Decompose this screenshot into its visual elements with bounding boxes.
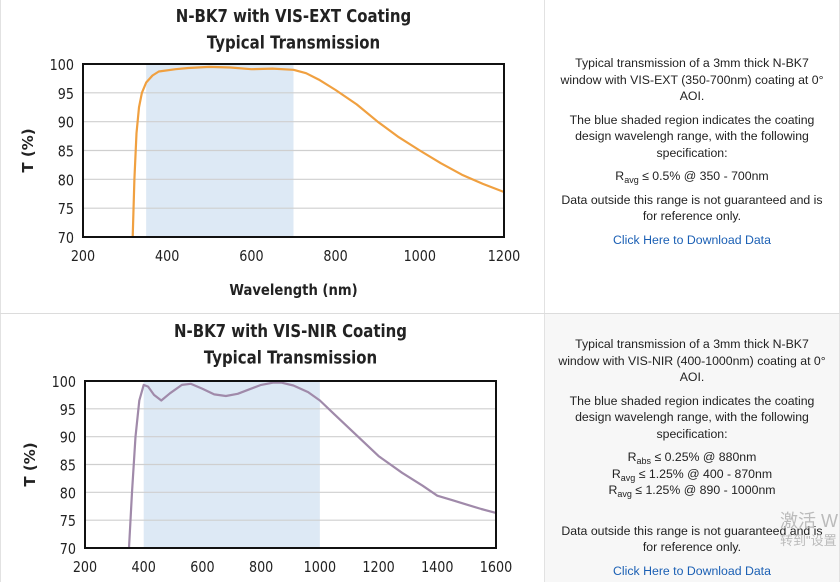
y-tick-label: 75 bbox=[60, 513, 76, 530]
disclaimer: Data outside this range is not guarantee… bbox=[561, 523, 823, 555]
spec-list: Rabs ≤ 0.25% @ 880nm Ravg ≤ 1.25% @ 400 … bbox=[555, 449, 829, 499]
x-tick-label: 400 bbox=[155, 248, 179, 265]
vis-ext-row: N-BK7 with VIS-EXT Coating Typical Transm… bbox=[0, 0, 840, 313]
plot-frame bbox=[84, 380, 497, 549]
y-tick-label: 75 bbox=[58, 201, 74, 218]
y-tick-label: 95 bbox=[60, 402, 76, 419]
x-axis-label: Wavelength (nm) bbox=[229, 282, 357, 299]
x-tick-label: 600 bbox=[190, 559, 214, 576]
x-tick-label: 800 bbox=[249, 559, 273, 576]
y-tick-label: 85 bbox=[58, 144, 74, 161]
x-tick-label: 1000 bbox=[304, 559, 336, 576]
download-data-link[interactable]: Click Here to Download Data bbox=[613, 232, 771, 247]
shaded-note: The blue shaded region indicates the coa… bbox=[569, 112, 815, 160]
x-tick-label: 400 bbox=[132, 559, 156, 576]
x-tick-label: 1200 bbox=[488, 248, 520, 265]
y-tick-label: 100 bbox=[52, 374, 76, 391]
plot-frame bbox=[82, 63, 505, 238]
y-axis-label: T (%) bbox=[21, 442, 39, 486]
shaded-note: The blue shaded region indicates the coa… bbox=[569, 393, 815, 441]
x-tick-label: 1400 bbox=[421, 559, 453, 576]
chart-subtitle: Typical Transmission bbox=[207, 32, 380, 53]
y-tick-label: 70 bbox=[60, 541, 76, 558]
activation-watermark-line2: 转到"设置 bbox=[780, 533, 837, 548]
x-tick-label: 1200 bbox=[362, 559, 394, 576]
vis-nir-chart: N-BK7 with VIS-NIR Coating Typical Transm… bbox=[21, 321, 512, 576]
vis-nir-row: N-BK7 with VIS-NIR Coating Typical Transm… bbox=[0, 313, 840, 582]
y-tick-label: 80 bbox=[58, 172, 74, 189]
x-tick-label: 200 bbox=[73, 559, 97, 576]
description: Typical transmission of a 3mm thick N-BK… bbox=[560, 56, 824, 103]
y-tick-label: 95 bbox=[58, 86, 74, 103]
x-tick-label: 600 bbox=[239, 248, 263, 265]
vis-ext-chart-cell: N-BK7 with VIS-EXT Coating Typical Transm… bbox=[0, 0, 545, 313]
x-tick-label: 800 bbox=[323, 248, 347, 265]
y-tick-label: 100 bbox=[50, 57, 74, 74]
x-tick-label: 200 bbox=[71, 248, 95, 265]
x-tick-label: 1000 bbox=[404, 248, 436, 265]
vis-ext-info: Typical transmission of a 3mm thick N-BK… bbox=[545, 0, 840, 313]
activation-watermark-line1: 激活 W bbox=[780, 511, 838, 531]
x-tick-label: 1600 bbox=[480, 559, 512, 576]
y-tick-label: 90 bbox=[60, 430, 76, 447]
transmission-curve bbox=[131, 65, 505, 238]
y-tick-label: 80 bbox=[60, 485, 76, 502]
y-tick-label: 90 bbox=[58, 115, 74, 132]
vis-nir-chart-cell: N-BK7 with VIS-NIR Coating Typical Transm… bbox=[0, 314, 545, 582]
vis-nir-info: Typical transmission of a 3mm thick N-BK… bbox=[545, 314, 840, 582]
spec-item: Ravg ≤ 0.5% @ 350 - 700nm bbox=[615, 169, 769, 185]
y-tick-label: 70 bbox=[58, 230, 74, 247]
disclaimer: Data outside this range is not guarantee… bbox=[561, 192, 823, 224]
spec-item: Ravg ≤ 1.25% @ 400 - 870nm bbox=[611, 466, 773, 483]
chart-title: N-BK7 with VIS-NIR Coating bbox=[174, 321, 407, 342]
spec-item: Rabs ≤ 0.25% @ 880nm bbox=[627, 450, 757, 466]
transmission-curve bbox=[127, 381, 497, 549]
download-data-link[interactable]: Click Here to Download Data bbox=[613, 563, 771, 578]
y-tick-label: 85 bbox=[60, 458, 76, 475]
description: Typical transmission of a 3mm thick N-BK… bbox=[558, 337, 826, 384]
chart-subtitle: Typical Transmission bbox=[204, 347, 377, 368]
vis-ext-chart: N-BK7 with VIS-EXT Coating Typical Transm… bbox=[19, 6, 520, 299]
chart-title: N-BK7 with VIS-EXT Coating bbox=[176, 6, 411, 27]
y-axis-label: T (%) bbox=[19, 128, 37, 172]
spec-item: Ravg ≤ 1.25% @ 890 - 1000nm bbox=[608, 483, 776, 499]
spec-list: Ravg ≤ 0.5% @ 350 - 700nm bbox=[555, 168, 829, 185]
